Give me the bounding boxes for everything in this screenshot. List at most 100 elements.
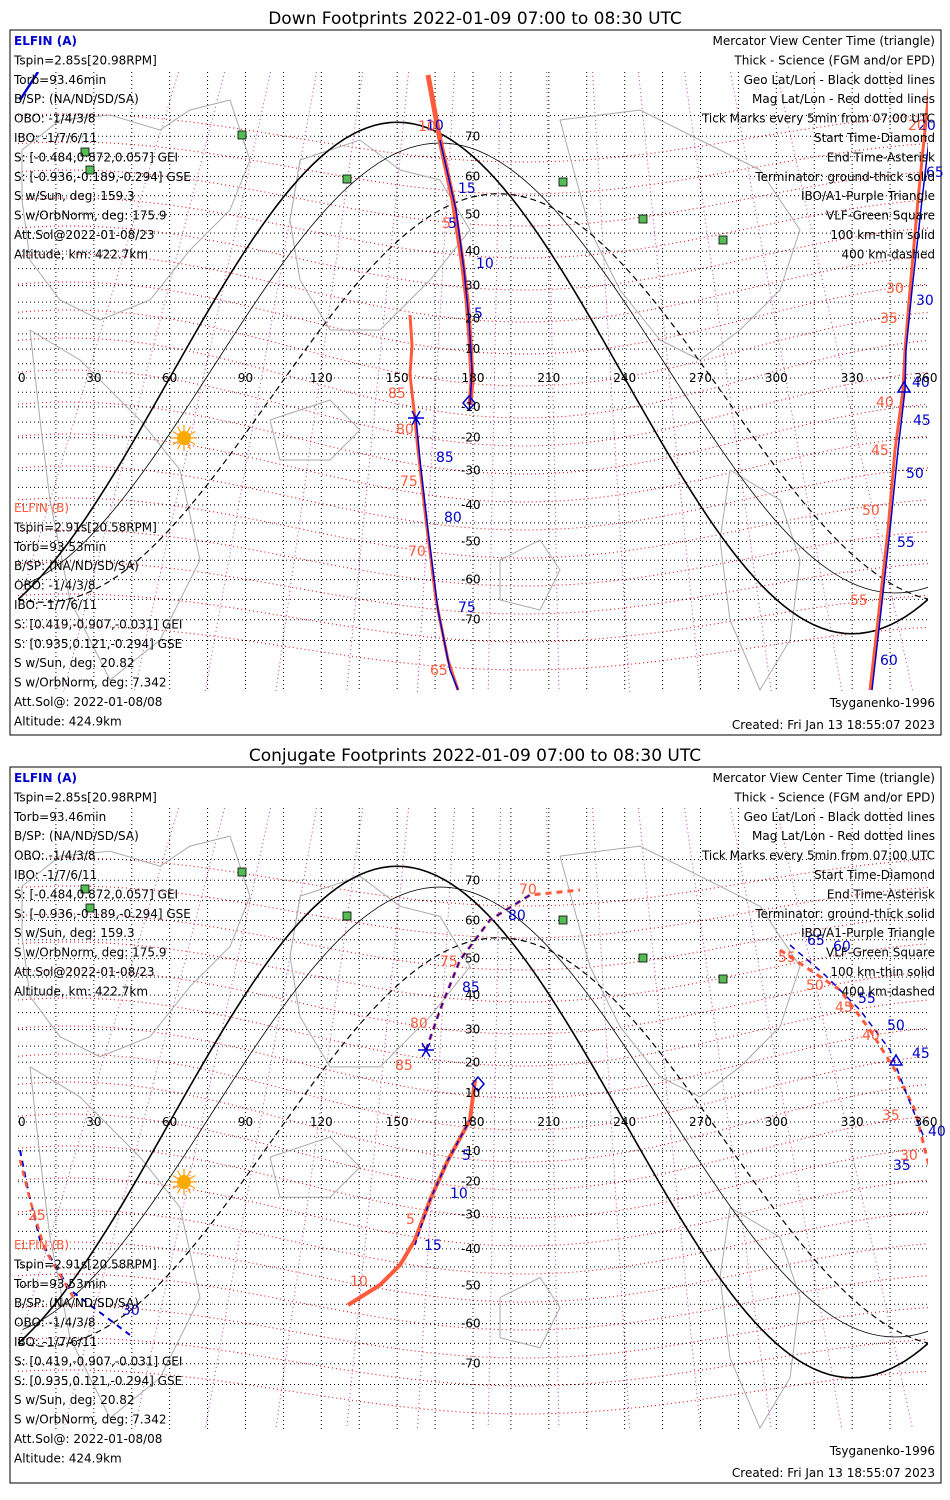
track-b-tick-label: 55: [778, 950, 796, 966]
mag-lat-line: [18, 337, 928, 419]
vlf-station-marker: [638, 953, 648, 963]
chart-title: Conjugate Footprints 2022-01-09 07:00 to…: [249, 746, 701, 766]
chart-title: Down Footprints 2022-01-09 07:00 to 08:3…: [268, 9, 682, 29]
vlf-station-marker: [342, 911, 352, 921]
lat-tick-label: -50: [461, 1278, 481, 1292]
mag-lon-line: [275, 808, 364, 1429]
lon-tick-label: 150: [386, 371, 409, 385]
coastline: [29, 329, 201, 681]
elfin-a-info-line: Att.Sol@2022-01-08/23: [14, 965, 155, 979]
elfin-b-info-line: S: [0.419,-0.907,-0.031] GEI: [14, 617, 182, 631]
coastline: [269, 1136, 361, 1198]
mag-lat-line: [18, 141, 928, 195]
elfin-b-info-line: Altitude: 424.9km: [14, 714, 122, 728]
coastline: [719, 469, 801, 692]
elfin-a-info-line: S: [-0.936,-0.189,-0.294] GSE: [14, 907, 191, 921]
track-b-tick-label: 30: [886, 281, 904, 297]
elfin-a-info-line: S w/Sun, deg: 159.3: [14, 189, 135, 203]
elfin-a-info-line: IBO: -1/7/6/11: [14, 131, 97, 145]
elfin-a-info-line: Tspin=2.85s[20.98RPM]: [13, 53, 157, 67]
track-b-tick-label: 85: [395, 1058, 413, 1074]
mag-lat-line: [18, 1145, 928, 1219]
panel-down: Down Footprints 2022-01-09 07:00 to 08:3…: [9, 9, 944, 736]
elfin-b-info-line: S w/OrbNorm, deg: 7.342: [14, 1413, 166, 1427]
mag-lat-line: [18, 497, 928, 559]
track-b-tick-label: 20: [908, 118, 926, 134]
elfin-a-info-line: S w/Sun, deg: 159.3: [14, 926, 135, 940]
track-b-tick-label: 65: [430, 663, 448, 679]
elfin-b-heading: ELFIN (B): [14, 1238, 69, 1252]
elfin-b-info-line: Tspin=2.91s[20.58RPM]: [13, 520, 157, 534]
lon-tick-label: 0: [18, 1115, 26, 1129]
coastline: [559, 845, 801, 1098]
track-a-tick-label: 45: [912, 1046, 930, 1062]
mag-lat-line: [18, 1241, 928, 1303]
legend-entry: Geo Lat/Lon - Black dotted lines: [744, 810, 935, 824]
lat-tick-label: 40: [465, 988, 480, 1002]
vlf-station-marker: [718, 235, 728, 245]
legend-entry: Tick Marks every 5min from 07:00 UTC: [701, 112, 935, 126]
legend-entry: Thick - Science (FGM and/or EPD): [733, 53, 935, 67]
mag-lon-line: [487, 72, 502, 692]
coastline: [21, 835, 251, 1058]
start-diamond: [471, 1075, 485, 1093]
mag-lat-line: [18, 401, 928, 475]
model-name: Tsyganenko-1996: [829, 1444, 935, 1458]
lat-tick-label: -40: [461, 1242, 481, 1256]
elfin-a-info-line: Tspin=2.85s[20.98RPM]: [13, 790, 157, 804]
track-b-tick-label: 30: [900, 1148, 918, 1164]
elfin-b-info-line: S: [0.419,-0.907,-0.031] GEI: [14, 1354, 182, 1368]
track-b-tick-label: 75: [440, 954, 458, 970]
coastline: [719, 1206, 801, 1430]
mag-lat-line: [18, 281, 928, 355]
lat-tick-label: -60: [461, 573, 481, 587]
map-area: [18, 72, 928, 692]
track-b-tick-label: 10: [418, 119, 436, 135]
elfin-b-conj-left: [18, 1159, 77, 1301]
legend-entry: End Time-Asterisk: [827, 887, 935, 901]
elfin-b-info-line: S w/Sun, deg: 20.82: [14, 1393, 135, 1407]
legend-entry: Terminator: ground-thick solid: [754, 170, 935, 184]
lat-tick-label: 60: [465, 913, 480, 927]
legend-entry: Geo Lat/Lon - Black dotted lines: [744, 73, 935, 87]
lat-tick-label: -20: [461, 431, 481, 445]
model-name: Tsyganenko-1996: [829, 696, 935, 710]
map-area: [18, 808, 928, 1430]
lon-tick-label: 270: [689, 371, 712, 385]
elfin-a-info-line: Torb=93.46min: [13, 810, 106, 824]
mag-lon-line: [204, 808, 318, 1429]
vlf-station-marker: [558, 177, 568, 187]
vlf-station-marker: [718, 974, 728, 984]
track-a-tick-label: 85: [462, 980, 480, 996]
vlf-station-marker: [558, 915, 568, 925]
track-a-tick-label: 10: [476, 256, 494, 272]
elfin-b-info-line: Att.Sol@: 2022-01-08/08: [14, 1432, 162, 1446]
track-a-tick-label: 5: [474, 306, 483, 322]
mag-lat-line: [18, 1053, 928, 1131]
lat-tick-label: 50: [465, 208, 480, 222]
elfin-b-info-line: Tspin=2.91s[20.58RPM]: [13, 1257, 157, 1271]
elfin-b-info-line: B/SP: (NA/ND/SD/SA): [14, 1296, 139, 1310]
lat-tick-label: 70: [465, 129, 480, 143]
elfin-a-heading: ELFIN (A): [14, 771, 77, 785]
elfin-b-conj-right: [779, 948, 928, 1169]
legend-entry: Start Time-Diamond: [814, 131, 935, 145]
elfin-b-info-line: S w/Sun, deg: 20.82: [14, 656, 135, 670]
legend-entry: 400 km-dashed: [841, 247, 935, 261]
coastline: [289, 139, 471, 331]
legend-entry: 100 km-thin solid: [830, 228, 935, 242]
lon-tick-label: 330: [841, 371, 864, 385]
mag-lon-line: [63, 808, 226, 1429]
lon-tick-label: 120: [310, 371, 333, 385]
legend-entry: IBO/A1-Purple Triangle: [801, 926, 935, 940]
track-a-tick-label: 40: [912, 375, 930, 391]
view-center-triangle: [896, 380, 912, 393]
mag-lon-line: [133, 72, 272, 692]
track-a-tick-label: 10: [426, 118, 444, 134]
track-a-tick-label: 85: [436, 450, 454, 466]
legend-entry: Terminator: ground-thick solid: [754, 907, 935, 921]
lon-tick-label: 60: [162, 1115, 177, 1129]
mag-lat-line: [18, 1025, 928, 1099]
lat-tick-label: -70: [461, 613, 481, 627]
lon-tick-label: 240: [613, 1115, 636, 1129]
